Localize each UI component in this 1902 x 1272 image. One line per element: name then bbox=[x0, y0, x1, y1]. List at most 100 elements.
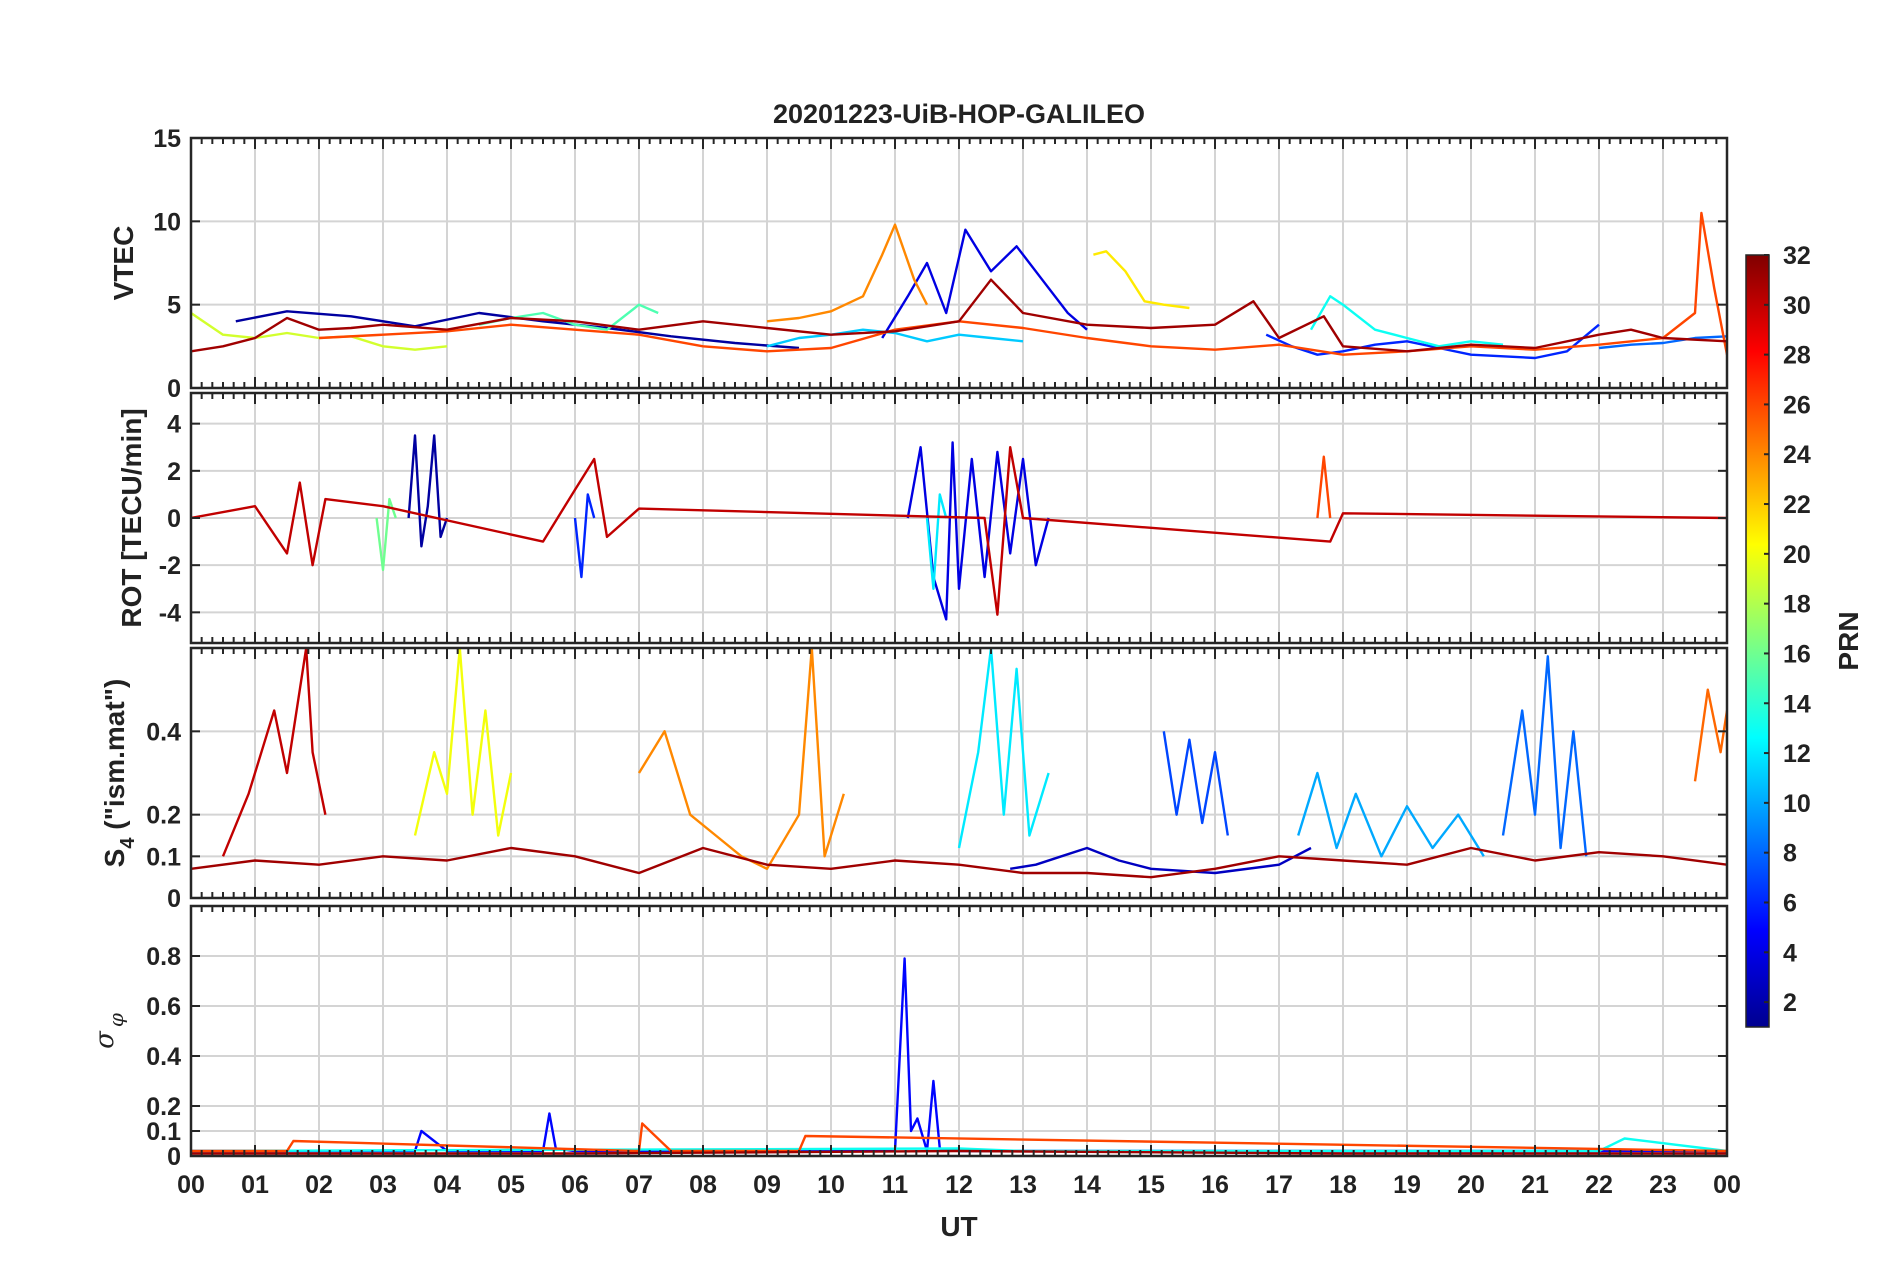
grid-vtec bbox=[190, 137, 1728, 389]
x-tick-label: 13 bbox=[1009, 1171, 1037, 1199]
y-tick-label: 10 bbox=[153, 208, 181, 236]
x-tick-label: 03 bbox=[369, 1171, 397, 1199]
x-tick-label: 04 bbox=[433, 1171, 461, 1199]
grid-s4 bbox=[190, 648, 1728, 899]
colorbar-tick-label: 12 bbox=[1783, 740, 1811, 768]
panel-s4: 0 0.1 0.2 0.4 S4 ("ism.mat") bbox=[99, 646, 1729, 913]
y-ticks-vtec: 0 5 10 15 bbox=[153, 125, 1727, 403]
y-tick-label: 0.4 bbox=[146, 718, 181, 746]
panel-vtec: 0 5 10 15 VTEC bbox=[108, 125, 1729, 403]
y-axis-label-rot: ROT [TECU/min] bbox=[116, 408, 147, 627]
series-line-prn-13 bbox=[1309, 295, 1504, 348]
colorbar-tick-label: 24 bbox=[1783, 441, 1811, 469]
y-tick-label: -2 bbox=[159, 552, 181, 580]
y-ticks-s4: 0 0.1 0.2 0.4 bbox=[146, 718, 1727, 913]
colorbar-tick-label: 16 bbox=[1783, 640, 1811, 668]
series-line-prn-2 bbox=[407, 434, 449, 548]
colorbar-tick-label: 22 bbox=[1783, 491, 1811, 519]
series-line-prn-11 bbox=[766, 328, 1024, 348]
colorbar-tick-label: 20 bbox=[1783, 541, 1811, 569]
series-line-prn-4 bbox=[881, 228, 1088, 339]
series-line-prn-8 bbox=[1501, 655, 1588, 857]
y-tick-label: 2 bbox=[167, 458, 181, 486]
x-tick-label: 21 bbox=[1521, 1171, 1549, 1199]
colorbar-tick-label: 30 bbox=[1783, 292, 1811, 320]
x-tick-label: 14 bbox=[1073, 1171, 1101, 1199]
x-tick-label: 19 bbox=[1393, 1171, 1421, 1199]
x-tick-marks-rot bbox=[190, 393, 1728, 643]
series-line-prn-26 bbox=[1316, 455, 1332, 519]
series-line-prn-26 bbox=[191, 1122, 1727, 1153]
series-line-prn-26 bbox=[318, 211, 1727, 356]
x-tick-marks-s4 bbox=[190, 648, 1728, 898]
series-line-prn-12 bbox=[957, 648, 1050, 849]
series-line-prn-31 bbox=[191, 278, 1727, 353]
chart-title: 20201223-UiB-HOP-GALILEO bbox=[773, 99, 1145, 129]
y-tick-label: 0.2 bbox=[146, 802, 181, 830]
series-line-prn-10 bbox=[1297, 771, 1485, 858]
series-line-prn-12 bbox=[925, 493, 948, 590]
y-axis-label-vtec: VTEC bbox=[108, 226, 139, 301]
x-tick-label: 16 bbox=[1201, 1171, 1229, 1199]
y-axis-label-sigma: σφ bbox=[90, 1013, 128, 1049]
y-ticks-rot: -4 -2 0 2 4 bbox=[159, 411, 1727, 627]
y-tick-label: 0 bbox=[167, 885, 181, 913]
y-tick-label: 0.1 bbox=[146, 1118, 181, 1146]
series-layer-vtec bbox=[191, 211, 1727, 360]
series-line-prn-30 bbox=[221, 648, 327, 857]
y-axis-label-s4-text: S4 ("ism.mat") bbox=[99, 679, 139, 868]
y-tick-label: 0 bbox=[167, 375, 181, 403]
series-layer-rot bbox=[191, 434, 1727, 621]
x-tick-label: 05 bbox=[497, 1171, 525, 1199]
x-tick-label: 10 bbox=[817, 1171, 845, 1199]
x-tick-label: 09 bbox=[753, 1171, 781, 1199]
series-line-prn-6 bbox=[573, 493, 596, 579]
x-tick-label: 12 bbox=[945, 1171, 973, 1199]
x-tick-label: 15 bbox=[1137, 1171, 1165, 1199]
x-tick-labels: 00 01 02 03 04 05 06 07 08 09 10 11 12 13 14 15 16 17 18 19… bbox=[177, 1171, 1741, 1199]
x-tick-label: 00 bbox=[177, 1171, 205, 1199]
colorbar-tick-label: 2 bbox=[1783, 989, 1797, 1017]
y-tick-label: 0.4 bbox=[146, 1043, 181, 1071]
series-line-prn-25 bbox=[1693, 688, 1727, 782]
x-axis-label: UT bbox=[940, 1211, 977, 1242]
series-line-prn-31 bbox=[191, 846, 1727, 879]
colorbar-tick-label: 6 bbox=[1783, 889, 1797, 917]
x-tick-label: 07 bbox=[625, 1171, 653, 1199]
colorbar-tick-label: 18 bbox=[1783, 591, 1811, 619]
y-tick-label: 5 bbox=[167, 292, 181, 320]
series-line-prn-24 bbox=[766, 223, 929, 323]
colorbar-tick-label: 14 bbox=[1783, 690, 1811, 718]
x-tick-label: 20 bbox=[1457, 1171, 1485, 1199]
x-tick-label: 02 bbox=[305, 1171, 333, 1199]
y-axis-label-s4: S4 ("ism.mat") bbox=[99, 679, 139, 868]
series-line-prn-21 bbox=[1093, 250, 1190, 310]
y-axis-label-sigma-text: σφ bbox=[90, 1013, 128, 1049]
series-line-prn-7 bbox=[1162, 731, 1229, 836]
x-tick-label: 01 bbox=[241, 1171, 269, 1199]
series-line-prn-16 bbox=[375, 497, 397, 572]
colorbar-label: PRN bbox=[1833, 611, 1864, 670]
x-tick-label: 23 bbox=[1649, 1171, 1677, 1199]
series-line-prn-8 bbox=[1598, 335, 1727, 350]
colorbar-tick-label: 28 bbox=[1783, 342, 1811, 370]
x-tick-label: 18 bbox=[1329, 1171, 1357, 1199]
colorbar-tick-label: 26 bbox=[1783, 391, 1811, 419]
y-tick-label: 0.1 bbox=[146, 843, 181, 871]
colorbar-tick-label: 10 bbox=[1783, 790, 1811, 818]
x-tick-label: 11 bbox=[882, 1171, 909, 1199]
x-tick-marks-vtec bbox=[190, 138, 1728, 388]
y-tick-label: 0 bbox=[167, 505, 181, 533]
colorbar-tick-label: 32 bbox=[1783, 242, 1811, 270]
colorbar-tick-label: 4 bbox=[1783, 939, 1797, 967]
x-tick-label: 17 bbox=[1265, 1171, 1293, 1199]
y-tick-label: 0.8 bbox=[146, 943, 181, 971]
series-line-prn-30 bbox=[191, 446, 1727, 616]
panel-rot: -4 -2 0 2 4 ROT [TECU/min] bbox=[116, 391, 1729, 645]
series-line-prn-20 bbox=[413, 648, 513, 837]
y-tick-label: 0.2 bbox=[146, 1093, 181, 1121]
y-tick-label: 0.6 bbox=[146, 993, 181, 1021]
